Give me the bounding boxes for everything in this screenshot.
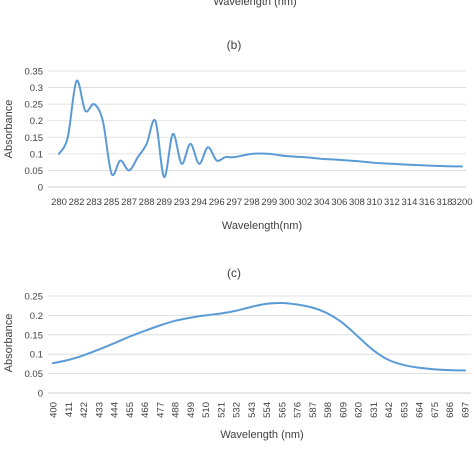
chart-b-x-tick-label: 316 [419, 197, 435, 208]
chart-b-x-tick-label: 285 [104, 197, 120, 208]
chart-c-x-tick-label: 543 [247, 402, 258, 418]
chart-c-x-tick-label: 598 [323, 402, 334, 418]
chart-b-y-tick-label: 0 [38, 183, 43, 194]
chart-c-x-tick-label: 532 [232, 402, 243, 418]
chart-b-x-tick-label: 318 [437, 197, 453, 208]
chart-b-x-tick-label: 3200 [451, 197, 472, 208]
chart-c-x-tick-label: 499 [186, 402, 197, 418]
chart-b-x-tick-label: 294 [191, 197, 207, 208]
chart-c-x-axis-title: Wavelength (nm) [220, 429, 303, 441]
chart-b-x-tick-label: 293 [174, 197, 190, 208]
chart-c-x-tick-label: 466 [140, 402, 151, 418]
chart-c-x-tick-label: 587 [308, 402, 319, 418]
chart-b-y-tick-label: 0.2 [30, 116, 43, 127]
chart-b-x-tick-label: 304 [314, 197, 330, 208]
chart-b-x-tick-label: 296 [209, 197, 225, 208]
chart-c-x-tick-label: 554 [262, 402, 273, 418]
chart-b-x-tick-label: 298 [244, 197, 260, 208]
chart-b-y-axis-title: Absorbance [3, 100, 15, 159]
chart-c-x-tick-label: 609 [338, 402, 349, 418]
chart-c-y-tick-label: 0.25 [25, 292, 44, 303]
chart-c-x-tick-label: 576 [293, 402, 304, 418]
chart-c-y-tick-label: 0.05 [25, 369, 44, 380]
chart-c-x-tick-label: 422 [79, 402, 90, 418]
chart-c-x-tick-label: 488 [171, 402, 182, 418]
chart-c-series-line [52, 301, 466, 372]
chart-c-x-tick-label: 697 [461, 402, 472, 418]
chart-b-y-tick-label: 0.15 [25, 133, 44, 144]
chart-b-y-tick-label: 0.25 [25, 100, 44, 111]
chart-c-plot-area: 0 0.05 0.1 0.15 0.2 0.25 400 411 422 433 444 455 466… [25, 292, 472, 418]
chart-c-x-tick-label: 653 [399, 402, 410, 418]
chart-c-x-tick-label: 411 [64, 402, 75, 417]
chart-c-y-axis-title: Absorbance [3, 314, 15, 373]
chart-b-x-tick-label: 288 [139, 197, 155, 208]
chart-c-y-tick-label: 0.2 [30, 311, 43, 322]
chart-c-x-tick-label: 477 [155, 402, 166, 418]
chart-b-x-tick-label: 310 [366, 197, 382, 208]
chart-b-x-tick-label: 299 [261, 197, 277, 208]
chart-b-y-tick-label: 0.05 [25, 166, 44, 177]
chart-b-x-tick-label: 300 [279, 197, 295, 208]
chart-b-x-tick-label: 302 [296, 197, 312, 208]
chart-c-x-tick-label: 455 [125, 402, 136, 418]
chart-b-x-tick-label: 306 [331, 197, 347, 208]
panel-b-label: (b) [227, 38, 242, 52]
chart-c-x-tick-label: 565 [277, 402, 288, 418]
chart-b-y-tick-label: 0.35 [25, 67, 44, 78]
chart-b-x-tick-label: 312 [384, 197, 400, 208]
chart-c-x-tick-label: 521 [216, 402, 227, 418]
chart-b-y-tick-label: 0.3 [30, 83, 43, 94]
chart-c-x-tick-label: 631 [369, 402, 380, 418]
chart-c-y-tick-label: 0 [38, 389, 43, 400]
chart-c-x-tick-label: 400 [49, 402, 60, 418]
top-cut-x-axis-title: Wavelength (nm) [213, 0, 296, 8]
chart-b-x-tick-label: 282 [69, 197, 85, 208]
chart-b-x-tick-label: 308 [349, 197, 365, 208]
chart-b-x-tick-label: 287 [121, 197, 137, 208]
chart-c-x-tick-label: 433 [94, 402, 105, 418]
chart-c-y-tick-label: 0.1 [30, 350, 43, 361]
chart-c-x-tick-label: 642 [384, 402, 395, 418]
chart-b-x-tick-label: 297 [226, 197, 242, 208]
chart-c-x-tick-label: 686 [445, 402, 456, 418]
chart-b-x-tick-label: 283 [86, 197, 102, 208]
panel-c-label: (c) [227, 266, 241, 280]
chart-c-x-tick-label: 675 [430, 402, 441, 418]
chart-b-x-axis-title: Wavelength(nm) [222, 220, 302, 232]
chart-c-x-tick-label: 444 [110, 402, 121, 418]
chart-b-y-tick-label: 0.1 [30, 149, 43, 160]
chart-b-series-line [58, 79, 463, 179]
chart-b-x-tick-label: 289 [156, 197, 172, 208]
chart-b-x-tick-label: 314 [402, 197, 418, 208]
chart-c-y-tick-label: 0.15 [25, 330, 44, 341]
chart-c-x-tick-label: 664 [415, 402, 426, 418]
chart-c-x-tick-label: 620 [354, 402, 365, 418]
chart-b-x-tick-label: 280 [51, 197, 67, 208]
chart-c-x-tick-label: 510 [201, 402, 212, 418]
